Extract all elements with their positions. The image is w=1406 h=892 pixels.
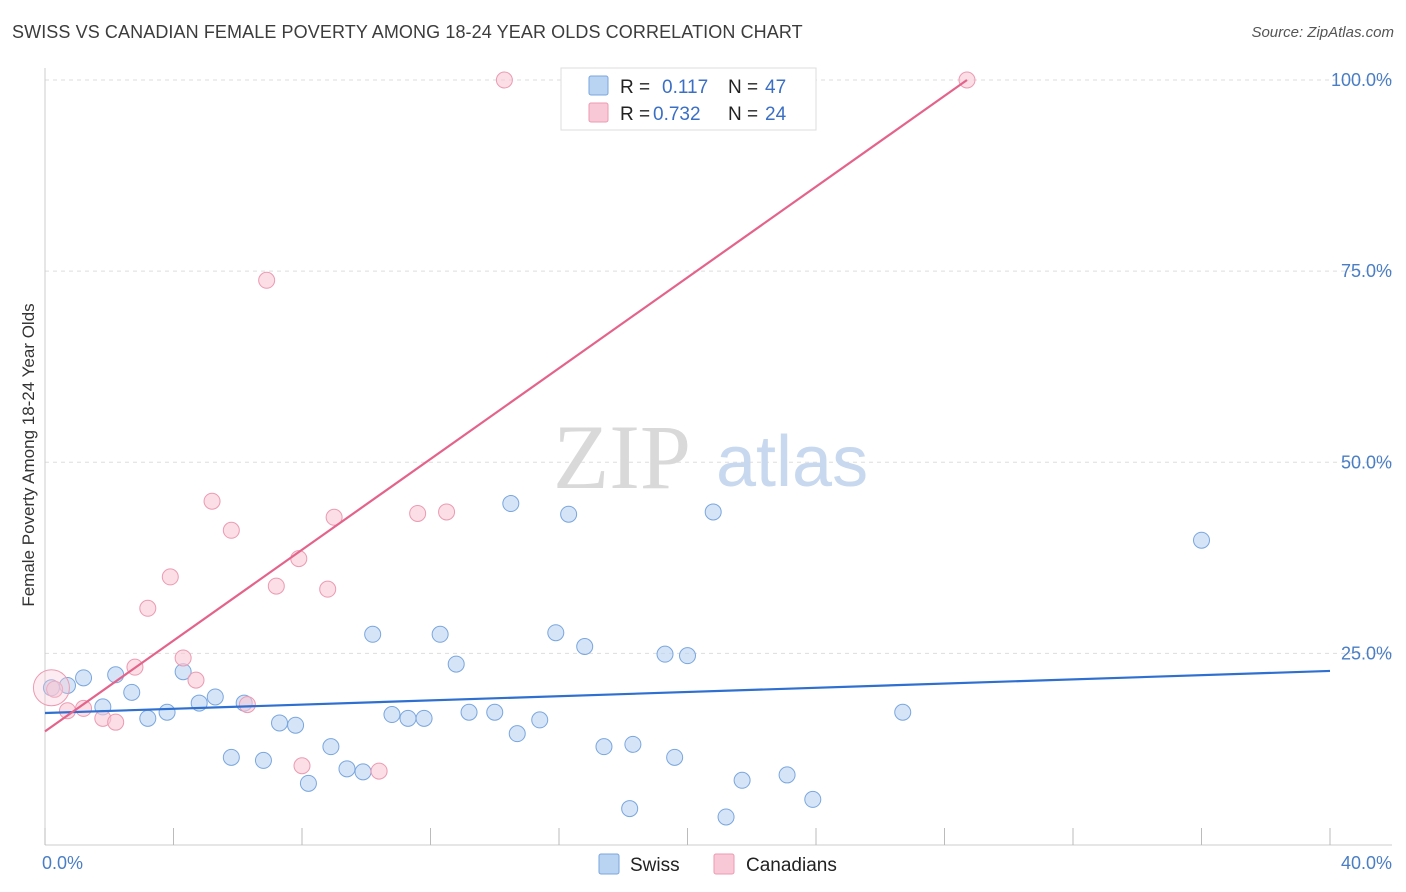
x-tick-label: 0.0% — [42, 853, 83, 873]
legend-canadians-r-value: 0.732 — [653, 104, 701, 125]
legend-swiss-r-value: 0.117 — [662, 77, 708, 98]
grid-lines — [45, 79, 1392, 654]
cluster-point — [32, 669, 70, 707]
swiss-point — [679, 647, 696, 665]
bottom-legend-canadians-swatch — [713, 853, 735, 875]
canadian-point — [258, 271, 276, 289]
canadian-point — [319, 580, 337, 598]
legend-canadians-n-value: 24 — [765, 104, 787, 125]
x-tick-label: 40.0% — [1341, 853, 1392, 873]
canadian-point — [409, 504, 427, 522]
swiss-point — [431, 625, 449, 643]
swiss-point — [508, 725, 526, 743]
y-axis-title: Female Poverty Among 18-24 Year Olds — [19, 303, 38, 606]
swiss-point — [624, 735, 642, 753]
canadian-point — [139, 599, 157, 617]
swiss-point — [460, 703, 478, 721]
y-tick-label: 50.0% — [1341, 452, 1392, 472]
canadian-point — [438, 503, 456, 521]
swiss-point — [354, 763, 372, 781]
swiss-point — [322, 738, 340, 756]
y-tick-label: 100.0% — [1331, 70, 1392, 90]
legend-swiss-swatch — [588, 75, 609, 96]
swiss-trend-line — [44, 669, 1331, 715]
legend-canadians-r-label: R = — [620, 104, 650, 125]
swiss-point — [447, 655, 465, 673]
canadian-point — [293, 757, 311, 775]
swiss-point — [547, 624, 565, 642]
canadian-point — [161, 568, 179, 586]
canadian-point — [107, 713, 125, 731]
bottom-legend-swiss-swatch — [598, 853, 620, 875]
correlation-legend: R = 0.117 N = 47 R = 0.732 N = 24 — [560, 67, 817, 131]
swiss-point — [206, 688, 224, 706]
swiss-point — [287, 716, 305, 734]
chart-source: Source: ZipAtlas.com — [1251, 24, 1394, 41]
swiss-point — [560, 505, 578, 523]
swiss-point — [894, 703, 912, 721]
canadian-point — [495, 71, 513, 89]
swiss-point — [158, 703, 176, 721]
legend-swiss-r-label: R = — [620, 77, 650, 98]
swiss-point — [139, 709, 157, 727]
canadian-point — [203, 492, 221, 510]
bottom-legend-canadians-label: Canadians — [746, 855, 837, 876]
swiss-point — [415, 709, 433, 727]
canadian-point — [325, 508, 343, 526]
canadian-point — [46, 680, 64, 698]
axes — [44, 68, 1392, 846]
legend-canadians-swatch — [588, 102, 609, 123]
bottom-legend-swiss-label: Swiss — [630, 855, 680, 876]
swiss-point — [733, 771, 751, 789]
canadian-point — [238, 696, 256, 714]
swiss-point — [338, 760, 356, 778]
series-legend: Swiss Canadians — [598, 853, 837, 876]
y-tick-label: 75.0% — [1341, 261, 1392, 281]
swiss-point — [717, 808, 735, 826]
swiss-point — [595, 738, 613, 756]
swiss-point — [364, 625, 382, 643]
swiss-point — [778, 766, 796, 784]
swiss-point — [804, 790, 822, 808]
legend-swiss-n-value: 47 — [765, 77, 786, 98]
swiss-point — [383, 706, 401, 724]
swiss-point — [576, 637, 594, 655]
canadian-point — [222, 521, 240, 539]
swiss-point — [666, 748, 684, 766]
swiss-point — [621, 800, 639, 818]
swiss-point — [271, 714, 289, 732]
canadian-point — [370, 762, 388, 780]
legend-canadians-n-label: N = — [728, 104, 758, 125]
swiss-point — [399, 709, 417, 727]
trend-lines — [44, 79, 1331, 733]
swiss-point — [254, 751, 272, 769]
tick-labels: 25.0% 50.0% 75.0% 100.0% 0.0% 40.0% — [42, 70, 1392, 873]
swiss-point — [704, 503, 722, 521]
legend-swiss-n-label: N = — [728, 77, 758, 98]
y-tick-label: 25.0% — [1341, 643, 1392, 663]
watermark-zip: ZIP — [553, 406, 691, 508]
watermark: ZIP atlas — [553, 406, 868, 508]
swiss-point — [502, 495, 520, 513]
swiss-point — [299, 774, 317, 792]
canadian-trend-line — [44, 79, 968, 733]
swiss-point — [222, 748, 240, 766]
swiss-point — [656, 645, 674, 663]
canadian-point — [267, 577, 285, 595]
swiss-point — [1193, 531, 1210, 549]
canadian-point — [174, 649, 192, 667]
swiss-point — [531, 711, 549, 729]
watermark-atlas: atlas — [716, 422, 868, 502]
swiss-point — [486, 703, 504, 721]
canadian-point — [187, 671, 205, 689]
chart-title: SWISS VS CANADIAN FEMALE POVERTY AMONG 1… — [12, 22, 803, 42]
swiss-point — [75, 669, 93, 687]
swiss-point — [123, 683, 141, 701]
